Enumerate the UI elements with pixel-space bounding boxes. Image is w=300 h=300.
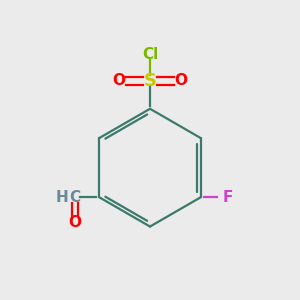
Text: Cl: Cl [142,47,158,62]
Text: O: O [112,73,126,88]
Text: F: F [223,190,233,205]
Text: O: O [68,214,81,230]
Text: H: H [56,190,68,205]
Text: S: S [143,72,157,90]
Text: C: C [69,190,80,205]
Text: O: O [174,73,188,88]
